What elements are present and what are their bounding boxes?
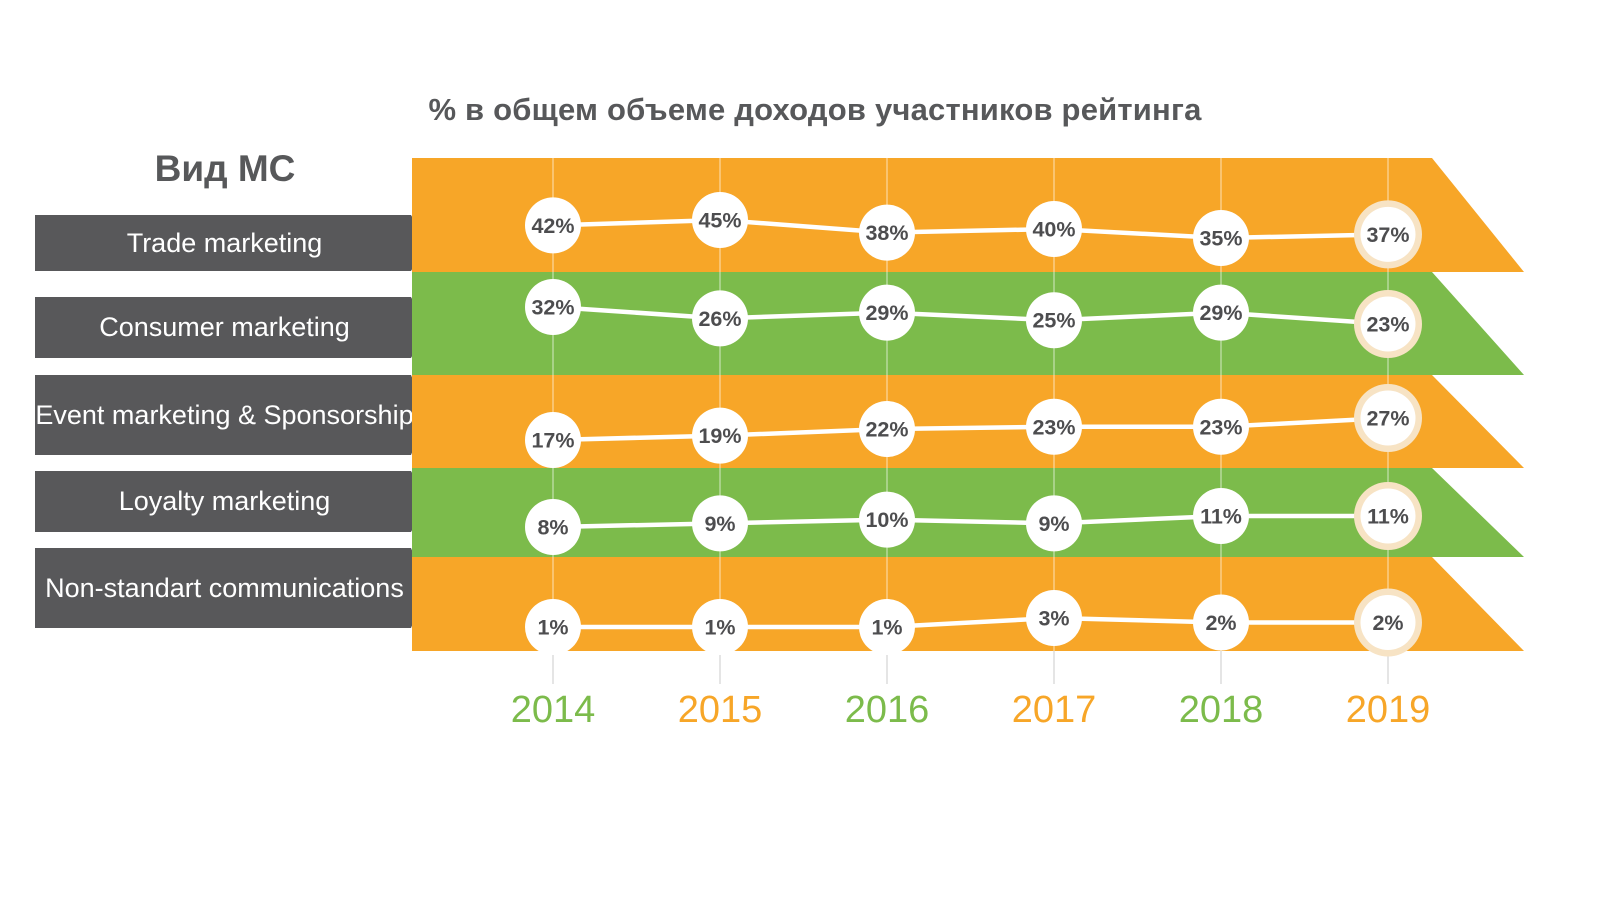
data-point bbox=[859, 599, 915, 655]
category-column-header: Вид МС bbox=[154, 148, 296, 189]
data-value: 2% bbox=[1372, 611, 1403, 635]
data-point bbox=[859, 204, 915, 261]
data-value: 25% bbox=[1032, 309, 1075, 333]
data-point bbox=[525, 197, 581, 254]
data-point bbox=[859, 491, 915, 548]
data-point bbox=[692, 599, 748, 655]
x-axis-label: 2017 bbox=[1012, 689, 1097, 731]
data-point bbox=[1360, 390, 1416, 446]
series-band bbox=[412, 375, 1524, 468]
data-point bbox=[1026, 201, 1082, 257]
data-value: 1% bbox=[704, 616, 735, 640]
data-point bbox=[1193, 284, 1249, 341]
data-point bbox=[1026, 292, 1082, 349]
data-point bbox=[1360, 296, 1416, 352]
data-point bbox=[692, 192, 748, 248]
data-point bbox=[1360, 488, 1416, 544]
data-value: 19% bbox=[698, 424, 741, 448]
category-label: Consumer marketing bbox=[35, 297, 428, 358]
category-label: Event marketing & Sponsorship bbox=[35, 375, 428, 455]
data-value: 22% bbox=[865, 418, 908, 442]
series-band bbox=[412, 468, 1524, 557]
data-value: 38% bbox=[865, 221, 908, 245]
data-point bbox=[1193, 398, 1249, 455]
category-label: Non-standart communications bbox=[35, 548, 428, 628]
data-point bbox=[1026, 590, 1082, 646]
data-point bbox=[525, 499, 581, 555]
data-value: 9% bbox=[704, 512, 735, 536]
data-point bbox=[525, 412, 581, 468]
data-value: 26% bbox=[698, 307, 741, 331]
data-point bbox=[1026, 495, 1082, 552]
data-value: 23% bbox=[1199, 415, 1242, 439]
data-value: 10% bbox=[865, 508, 908, 532]
data-point bbox=[1360, 206, 1416, 262]
data-point bbox=[692, 290, 748, 347]
data-value: 23% bbox=[1366, 313, 1409, 337]
x-axis-label: 2014 bbox=[511, 689, 596, 731]
data-value: 45% bbox=[698, 209, 741, 233]
data-point bbox=[525, 599, 581, 655]
data-point bbox=[692, 407, 748, 464]
data-value: 27% bbox=[1366, 407, 1409, 431]
data-point bbox=[859, 401, 915, 457]
data-point bbox=[1193, 488, 1249, 544]
data-point bbox=[1026, 398, 1082, 455]
data-value: 32% bbox=[531, 296, 574, 320]
data-value: 9% bbox=[1038, 512, 1069, 536]
data-value: 37% bbox=[1366, 223, 1409, 247]
series-band bbox=[412, 272, 1524, 375]
chart-title: % в общем объеме доходов участников рейт… bbox=[428, 92, 1202, 127]
data-value: 11% bbox=[1200, 505, 1242, 529]
data-value: 29% bbox=[865, 301, 908, 325]
data-value: 3% bbox=[1038, 607, 1069, 631]
data-value: 1% bbox=[871, 616, 902, 640]
data-point bbox=[1360, 595, 1416, 650]
data-point bbox=[1193, 594, 1249, 651]
data-point bbox=[692, 495, 748, 552]
data-value: 1% bbox=[537, 616, 568, 640]
data-value: 8% bbox=[537, 516, 568, 540]
x-axis-label: 2015 bbox=[678, 689, 763, 731]
x-axis-label: 2018 bbox=[1179, 689, 1264, 731]
x-axis-label: 2019 bbox=[1346, 689, 1431, 731]
data-value: 29% bbox=[1199, 301, 1242, 325]
data-value: 2% bbox=[1205, 611, 1236, 635]
revenue-share-chart: 42% 45% 38% 40% 35% 37% 32% 26% 29% 25% 29% 23% 17% 1… bbox=[412, 158, 1524, 731]
category-label: Trade marketing bbox=[35, 215, 428, 271]
x-axis-label: 2016 bbox=[845, 689, 930, 731]
data-value: 35% bbox=[1199, 227, 1242, 251]
data-point bbox=[859, 284, 915, 341]
data-value: 42% bbox=[531, 214, 574, 238]
data-point bbox=[1193, 210, 1249, 266]
category-label: Loyalty marketing bbox=[35, 471, 428, 532]
data-point bbox=[525, 279, 581, 335]
data-value: 17% bbox=[531, 429, 574, 453]
data-value: 23% bbox=[1032, 415, 1075, 439]
data-value: 11% bbox=[1367, 505, 1409, 529]
data-value: 40% bbox=[1032, 218, 1075, 242]
